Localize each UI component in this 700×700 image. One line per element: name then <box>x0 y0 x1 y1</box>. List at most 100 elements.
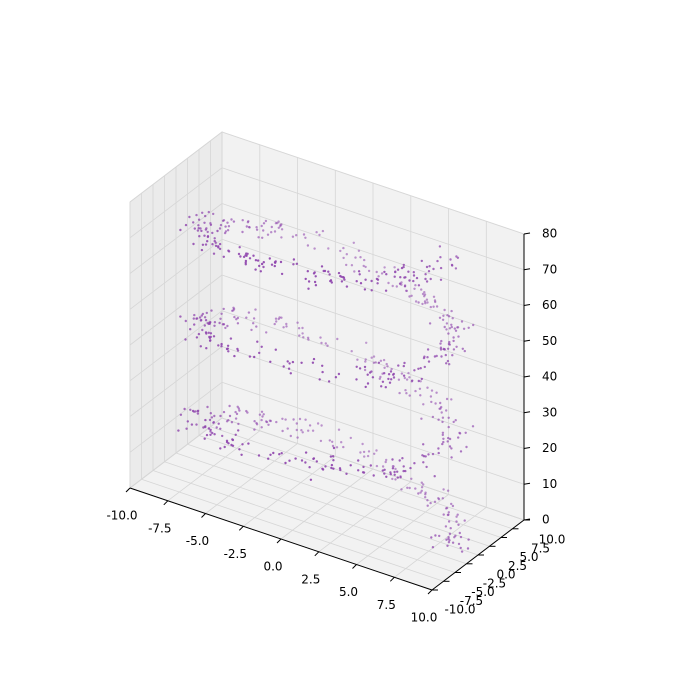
data-point <box>203 316 207 319</box>
data-point <box>359 282 363 285</box>
z-tick <box>523 411 531 414</box>
data-point <box>222 410 226 414</box>
data-point <box>234 433 237 436</box>
data-point <box>288 459 291 462</box>
data-point <box>383 270 386 274</box>
data-point <box>405 392 408 395</box>
data-point <box>396 470 399 473</box>
data-point <box>194 410 197 413</box>
data-point <box>193 313 196 317</box>
data-point <box>350 350 353 353</box>
data-point <box>438 316 442 319</box>
data-point <box>197 218 201 221</box>
data-point <box>179 315 182 318</box>
x-tick <box>276 538 282 544</box>
data-point <box>212 421 215 424</box>
gridline-z-side <box>129 203 223 274</box>
data-point <box>417 379 420 383</box>
data-point <box>209 223 213 226</box>
data-point <box>419 394 422 397</box>
data-point <box>212 252 216 255</box>
data-point <box>448 445 452 448</box>
data-point <box>216 229 219 233</box>
data-point <box>374 361 377 364</box>
x-tick <box>427 589 433 595</box>
data-point <box>197 332 201 336</box>
data-point <box>422 455 426 458</box>
data-point <box>425 298 429 301</box>
z-tick-label: 30 <box>542 405 557 419</box>
data-point <box>451 354 454 357</box>
data-point <box>423 365 426 369</box>
data-point <box>358 367 362 370</box>
data-point <box>302 336 305 339</box>
data-point <box>215 426 218 429</box>
data-point <box>403 376 406 380</box>
data-point <box>185 427 188 430</box>
data-point <box>254 268 257 271</box>
data-point <box>445 362 448 365</box>
data-point <box>269 360 272 363</box>
data-point <box>429 277 432 281</box>
data-point <box>443 325 446 329</box>
data-point <box>414 284 417 287</box>
data-point <box>456 326 459 329</box>
data-point <box>424 493 427 496</box>
data-point <box>423 291 426 294</box>
data-point <box>257 454 261 457</box>
data-point <box>381 465 385 468</box>
data-point <box>338 467 342 470</box>
data-point <box>450 398 453 401</box>
data-point <box>369 464 372 467</box>
data-point <box>440 405 443 409</box>
data-point <box>201 312 205 316</box>
data-point <box>368 371 372 374</box>
data-point <box>327 380 331 383</box>
data-point <box>331 455 335 458</box>
data-point <box>448 437 452 441</box>
gridline-y-floor <box>141 478 444 582</box>
data-point <box>417 301 420 304</box>
data-point <box>337 271 341 275</box>
gridline-y-floor <box>187 443 490 547</box>
data-point <box>372 355 376 358</box>
y-tick-label: 0.0 <box>496 568 515 582</box>
data-point <box>376 282 379 285</box>
data-point <box>295 428 298 432</box>
data-point <box>237 252 241 256</box>
data-point <box>292 263 295 266</box>
x-tick-label: 5.0 <box>339 585 358 599</box>
data-point <box>389 370 393 373</box>
data-point <box>404 276 407 279</box>
data-point <box>206 405 209 409</box>
data-point <box>289 434 292 438</box>
data-point <box>342 256 345 260</box>
data-point <box>314 284 318 287</box>
data-point <box>413 369 416 372</box>
data-point <box>329 455 333 458</box>
data-point <box>327 270 330 273</box>
data-point <box>431 546 435 549</box>
data-point <box>232 306 235 309</box>
data-point <box>455 515 458 518</box>
data-point <box>357 459 360 462</box>
data-point <box>363 365 367 369</box>
data-point <box>205 433 209 437</box>
data-point <box>260 345 263 348</box>
data-point <box>308 424 312 427</box>
data-point <box>207 427 211 430</box>
data-point <box>287 367 291 370</box>
data-point <box>402 374 406 377</box>
data-point <box>363 288 367 291</box>
data-point <box>383 366 386 369</box>
data-point <box>459 535 463 539</box>
data-point <box>421 292 425 296</box>
data-point <box>224 326 227 330</box>
data-point <box>217 344 220 347</box>
data-point <box>425 265 429 269</box>
gridline-z-back <box>221 131 525 235</box>
data-point <box>295 422 298 425</box>
data-point <box>316 422 320 425</box>
data-point <box>210 309 213 312</box>
data-point <box>321 229 325 233</box>
